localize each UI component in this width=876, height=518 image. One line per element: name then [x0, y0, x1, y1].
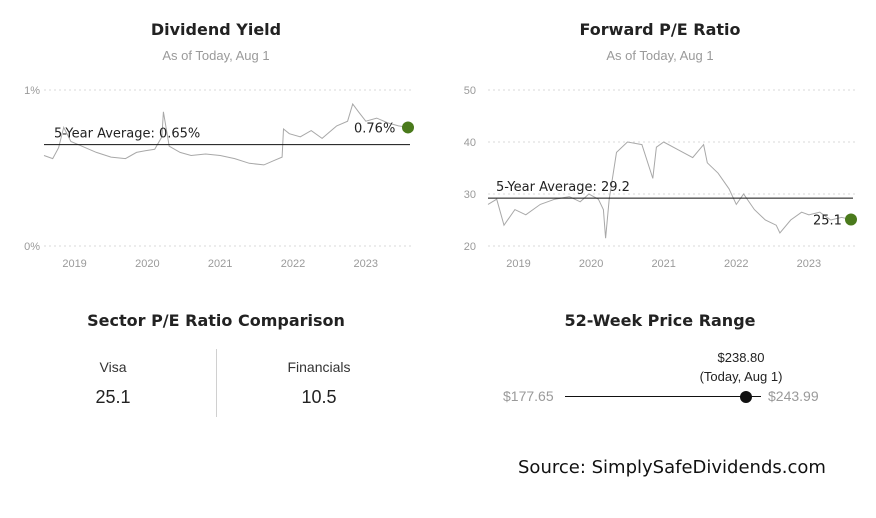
source-credit: Source: SimplySafeDividends.com [518, 457, 826, 478]
sector-item-financials-value: 10.5 [301, 387, 337, 407]
y-tick-label: 40 [464, 137, 476, 149]
y-tick-label: 30 [464, 189, 476, 201]
series-line [43, 102, 409, 166]
current-value-dot [845, 213, 857, 226]
dividend-yield-chart: 0% 1% 2019 2020 2021 2022 2023 5-Year Average: … [24, 85, 414, 270]
y-tick-label: 1% [24, 85, 40, 97]
x-tick-label: 2021 [651, 258, 675, 270]
x-tick-label: 2019 [506, 258, 530, 270]
sector-item-financials-name: Financials [287, 359, 351, 375]
current-value-label: 25.1 [813, 213, 842, 228]
current-value-dot [402, 121, 414, 134]
x-tick-label: 2023 [797, 258, 821, 270]
price-range-title: 52-Week Price Range [564, 311, 756, 330]
range-high-label: $243.99 [768, 388, 819, 404]
range-track [565, 396, 761, 397]
sector-item-visa-name: Visa [99, 359, 127, 375]
y-tick-label: 20 [464, 241, 476, 253]
x-tick-label: 2023 [354, 258, 378, 270]
forward-pe-subtitle: As of Today, Aug 1 [606, 48, 714, 63]
dividend-yield-title: Dividend Yield [150, 20, 282, 39]
sector-comparison-title: Sector P/E Ratio Comparison [87, 311, 345, 330]
forward-pe-title: Forward P/E Ratio [579, 20, 741, 39]
average-label: 5-Year Average: 0.65% [54, 127, 200, 142]
y-tick-label: 0% [24, 241, 40, 253]
x-tick-label: 2019 [62, 258, 86, 270]
comparison-divider [216, 349, 217, 417]
dividend-yield-subtitle: As of Today, Aug 1 [162, 48, 270, 63]
range-current-note: (Today, Aug 1) [699, 369, 783, 384]
range-low-label: $177.65 [503, 388, 554, 404]
sector-item-visa-value: 25.1 [95, 387, 131, 407]
y-tick-label: 50 [464, 85, 476, 97]
x-tick-label: 2020 [579, 258, 603, 270]
x-tick-label: 2022 [724, 258, 748, 270]
x-tick-label: 2020 [135, 258, 159, 270]
range-current-marker [739, 391, 752, 403]
average-label: 5-Year Average: 29.2 [496, 180, 630, 195]
range-current-price: $238.80 [717, 350, 765, 365]
x-tick-label: 2022 [281, 258, 305, 270]
current-value-label: 0.76% [354, 121, 395, 136]
forward-pe-chart: 20 30 40 50 2019 2020 2021 2022 2023 5-Year Avera… [464, 85, 857, 270]
x-tick-label: 2021 [208, 258, 232, 270]
